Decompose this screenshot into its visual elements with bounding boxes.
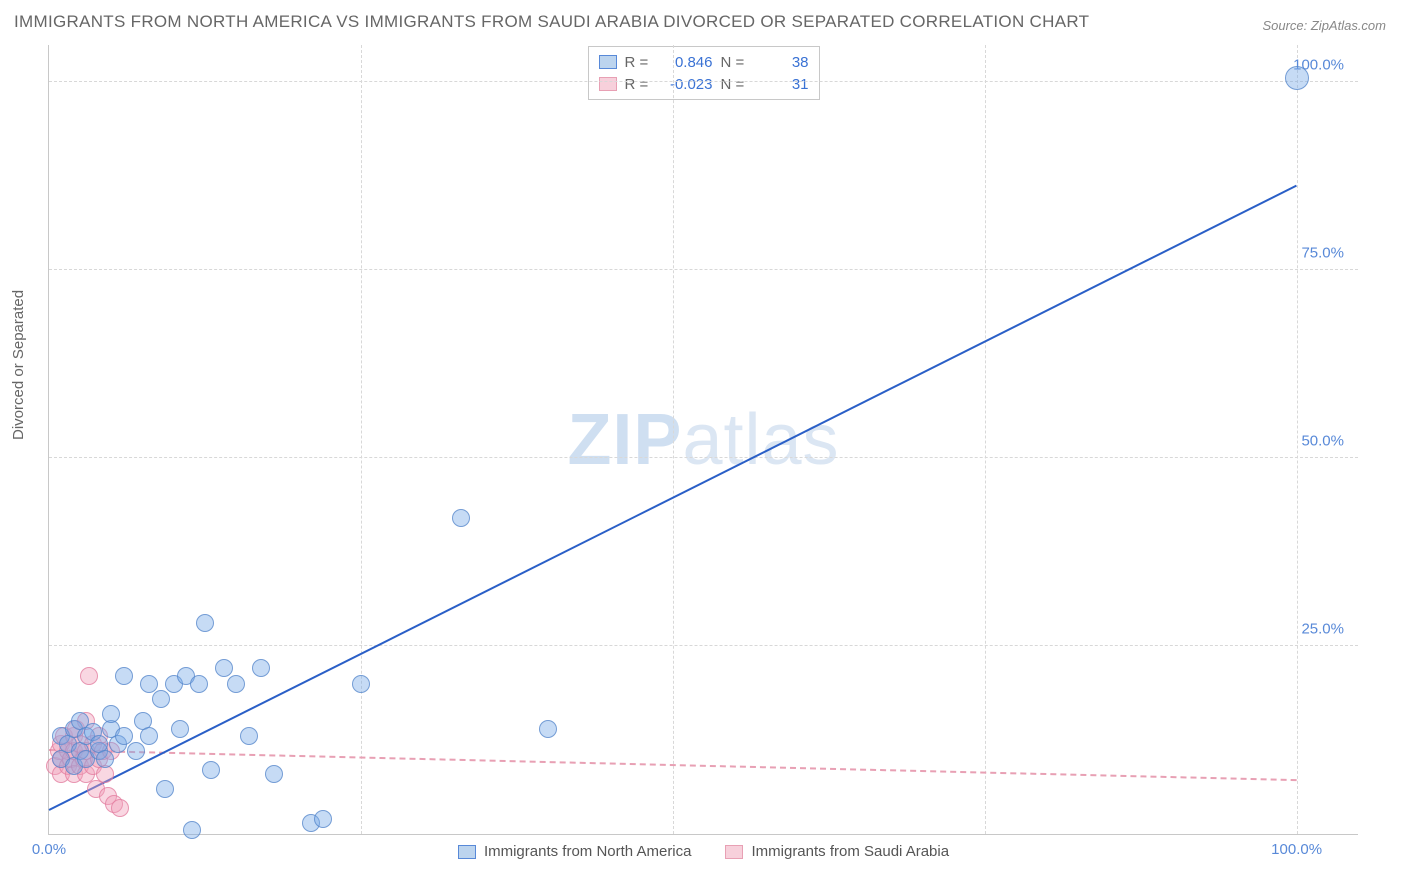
scatter-point-blue: [152, 690, 170, 708]
r-value-pink: -0.023: [661, 76, 713, 93]
chart-plot-area: ZIPatlas R = 0.846 N = 38 R = -0.023 N =…: [48, 45, 1358, 835]
scatter-point-blue: [127, 742, 145, 760]
scatter-point-blue: [196, 614, 214, 632]
gridline-h: [49, 457, 1358, 458]
gridline-h: [49, 81, 1358, 82]
legend-item-blue: Immigrants from North America: [458, 843, 692, 860]
watermark-bold: ZIP: [567, 400, 682, 480]
scatter-point-blue: [140, 727, 158, 745]
gridline-h: [49, 269, 1358, 270]
legend-label-pink: Immigrants from Saudi Arabia: [751, 843, 949, 860]
scatter-point-blue: [96, 750, 114, 768]
legend-label-blue: Immigrants from North America: [484, 843, 692, 860]
stats-legend-box: R = 0.846 N = 38 R = -0.023 N = 31: [588, 46, 820, 100]
gridline-v: [361, 45, 362, 834]
stats-row-pink: R = -0.023 N = 31: [599, 73, 809, 95]
r-value-blue: 0.846: [661, 54, 713, 71]
scatter-point-blue: [202, 761, 220, 779]
scatter-point-blue: [115, 727, 133, 745]
scatter-point-blue: [352, 675, 370, 693]
bottom-legend: Immigrants from North America Immigrants …: [49, 843, 1358, 860]
scatter-point-blue: [102, 705, 120, 723]
scatter-point-blue: [190, 675, 208, 693]
swatch-blue-icon: [458, 845, 476, 859]
scatter-point-pink: [80, 667, 98, 685]
stats-row-blue: R = 0.846 N = 38: [599, 51, 809, 73]
y-axis-label: Divorced or Separated: [10, 290, 27, 440]
gridline-v: [1297, 45, 1298, 834]
scatter-point-blue: [227, 675, 245, 693]
scatter-point-blue: [265, 765, 283, 783]
scatter-point-blue: [215, 659, 233, 677]
scatter-outlier-blue: [1285, 66, 1309, 90]
scatter-point-blue: [171, 720, 189, 738]
scatter-point-blue: [452, 509, 470, 527]
n-value-pink: 31: [757, 76, 809, 93]
y-tick-label: 75.0%: [1301, 244, 1344, 261]
n-label: N =: [721, 76, 749, 93]
source-name: ZipAtlas.com: [1311, 18, 1386, 33]
watermark: ZIPatlas: [567, 399, 839, 481]
gridline-v: [985, 45, 986, 834]
scatter-point-blue: [539, 720, 557, 738]
gridline-h: [49, 645, 1358, 646]
scatter-point-pink: [111, 799, 129, 817]
gridline-v: [673, 45, 674, 834]
scatter-point-blue: [314, 810, 332, 828]
n-label: N =: [721, 54, 749, 71]
scatter-point-blue: [252, 659, 270, 677]
scatter-point-blue: [156, 780, 174, 798]
swatch-blue-icon: [599, 55, 617, 69]
swatch-pink-icon: [599, 77, 617, 91]
n-value-blue: 38: [757, 54, 809, 71]
source-attribution: Source: ZipAtlas.com: [1262, 18, 1386, 33]
watermark-light: atlas: [682, 400, 839, 480]
y-tick-label: 25.0%: [1301, 620, 1344, 637]
chart-title: IMMIGRANTS FROM NORTH AMERICA VS IMMIGRA…: [14, 12, 1089, 32]
r-label: R =: [625, 76, 653, 93]
source-label: Source:: [1262, 18, 1310, 33]
scatter-point-blue: [140, 675, 158, 693]
scatter-point-blue: [115, 667, 133, 685]
scatter-point-blue: [240, 727, 258, 745]
r-label: R =: [625, 54, 653, 71]
scatter-point-blue: [183, 821, 201, 839]
y-tick-label: 50.0%: [1301, 432, 1344, 449]
swatch-pink-icon: [725, 845, 743, 859]
legend-item-pink: Immigrants from Saudi Arabia: [725, 843, 949, 860]
